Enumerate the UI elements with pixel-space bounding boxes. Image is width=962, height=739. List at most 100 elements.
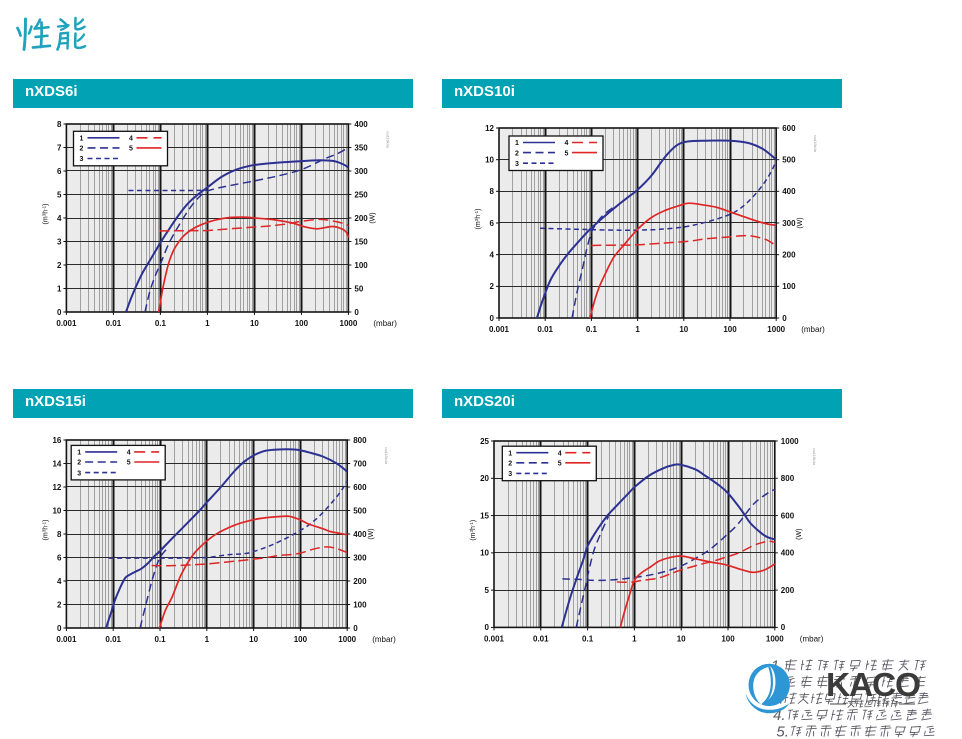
svg-text:4: 4	[565, 140, 569, 147]
svg-text:10: 10	[249, 635, 258, 644]
svg-text:0: 0	[57, 308, 62, 317]
svg-text:8: 8	[490, 187, 495, 196]
svg-text:(m3h-1): (m3h-1)	[41, 204, 49, 225]
svg-text:400: 400	[353, 530, 367, 539]
svg-text:200: 200	[354, 214, 368, 223]
svg-text:400: 400	[781, 549, 795, 558]
svg-text:0.001: 0.001	[489, 325, 510, 334]
svg-text:1000: 1000	[781, 437, 799, 446]
svg-text:(mbar): (mbar)	[372, 635, 396, 644]
svg-text:(W): (W)	[796, 529, 803, 540]
svg-text:(mbar): (mbar)	[801, 325, 825, 334]
svg-text:20: 20	[480, 474, 489, 483]
svg-text:8: 8	[57, 120, 62, 129]
svg-text:100: 100	[295, 319, 309, 328]
svg-text:3: 3	[508, 471, 512, 478]
svg-text:400: 400	[782, 187, 796, 196]
svg-text:1000: 1000	[767, 325, 785, 334]
svg-text:0.1: 0.1	[586, 325, 598, 334]
svg-text:0.01: 0.01	[105, 635, 121, 644]
svg-text:(W): (W)	[369, 212, 376, 223]
svg-text:1: 1	[80, 136, 84, 143]
svg-text:2: 2	[508, 461, 512, 468]
svg-text:100: 100	[294, 635, 308, 644]
svg-text:10: 10	[52, 506, 61, 515]
svg-text:0.1: 0.1	[154, 635, 166, 644]
svg-text:8: 8	[57, 530, 62, 539]
svg-text:csd16k4a: csd16k4a	[384, 447, 389, 465]
svg-text:5: 5	[565, 150, 569, 157]
svg-text:csd16k4a: csd16k4a	[812, 448, 817, 466]
svg-text:16: 16	[52, 436, 61, 445]
svg-text:3: 3	[80, 156, 84, 163]
svg-text:KACO: KACO	[826, 667, 920, 704]
svg-text:0: 0	[782, 314, 787, 323]
svg-text:(m3h-1): (m3h-1)	[474, 209, 482, 230]
svg-text:1: 1	[515, 140, 519, 147]
svg-text:350: 350	[354, 143, 368, 152]
svg-text:1000: 1000	[766, 634, 784, 643]
svg-text:3: 3	[515, 161, 519, 168]
svg-text:1: 1	[57, 284, 62, 293]
svg-text:2: 2	[77, 460, 81, 467]
svg-text:2: 2	[515, 150, 519, 157]
svg-text:2: 2	[80, 146, 84, 153]
svg-text:7: 7	[57, 143, 62, 152]
svg-text:10: 10	[677, 634, 686, 643]
svg-text:1: 1	[635, 325, 640, 334]
svg-text:4: 4	[127, 450, 131, 457]
svg-text:1: 1	[205, 319, 210, 328]
svg-text:1: 1	[508, 450, 512, 457]
svg-text:10: 10	[480, 549, 489, 558]
svg-text:2: 2	[490, 282, 495, 291]
svg-text:5: 5	[558, 461, 562, 468]
svg-text:300: 300	[354, 167, 368, 176]
svg-text:csd16k4a: csd16k4a	[385, 131, 390, 149]
svg-text:12: 12	[52, 483, 61, 492]
svg-text:700: 700	[353, 459, 367, 468]
svg-text:4: 4	[57, 577, 62, 586]
svg-text:5.: 5.	[776, 723, 789, 739]
svg-text:15: 15	[480, 511, 489, 520]
svg-text:12: 12	[485, 124, 494, 133]
svg-text:500: 500	[782, 156, 796, 165]
svg-text:1000: 1000	[340, 319, 358, 328]
svg-text:200: 200	[782, 251, 796, 260]
svg-text:100: 100	[782, 282, 796, 291]
svg-text:(mbar): (mbar)	[373, 319, 397, 328]
svg-text:1: 1	[632, 634, 637, 643]
svg-text:500: 500	[353, 506, 367, 515]
svg-text:150: 150	[354, 237, 368, 246]
svg-text:4: 4	[558, 450, 562, 457]
svg-text:0.001: 0.001	[56, 635, 77, 644]
svg-text:2: 2	[57, 261, 62, 270]
svg-text:0.01: 0.01	[106, 319, 122, 328]
svg-text:4: 4	[490, 251, 495, 260]
svg-text:250: 250	[354, 190, 368, 199]
svg-text:600: 600	[353, 483, 367, 492]
svg-text:(m3h-1): (m3h-1)	[41, 520, 49, 541]
svg-text:100: 100	[721, 634, 735, 643]
svg-text:50: 50	[354, 284, 363, 293]
svg-text:10: 10	[250, 319, 259, 328]
svg-text:0: 0	[353, 624, 358, 633]
svg-text:2: 2	[57, 600, 62, 609]
svg-text:10: 10	[485, 156, 494, 165]
svg-text:0.1: 0.1	[155, 319, 167, 328]
svg-text:(mbar): (mbar)	[800, 634, 824, 643]
svg-text:3: 3	[77, 470, 81, 477]
svg-text:0.01: 0.01	[537, 325, 553, 334]
svg-text:0: 0	[354, 308, 359, 317]
svg-text:(W): (W)	[797, 217, 804, 228]
svg-text:200: 200	[781, 586, 795, 595]
svg-text:0.01: 0.01	[533, 634, 549, 643]
svg-text:0: 0	[485, 623, 490, 632]
svg-text:0.001: 0.001	[484, 634, 505, 643]
svg-text:5: 5	[129, 146, 133, 153]
svg-text:200: 200	[353, 577, 367, 586]
svg-text:600: 600	[782, 124, 796, 133]
svg-text:14: 14	[52, 459, 61, 468]
svg-text:4: 4	[129, 136, 133, 143]
svg-text:0: 0	[781, 623, 786, 632]
svg-text:1: 1	[77, 450, 81, 457]
